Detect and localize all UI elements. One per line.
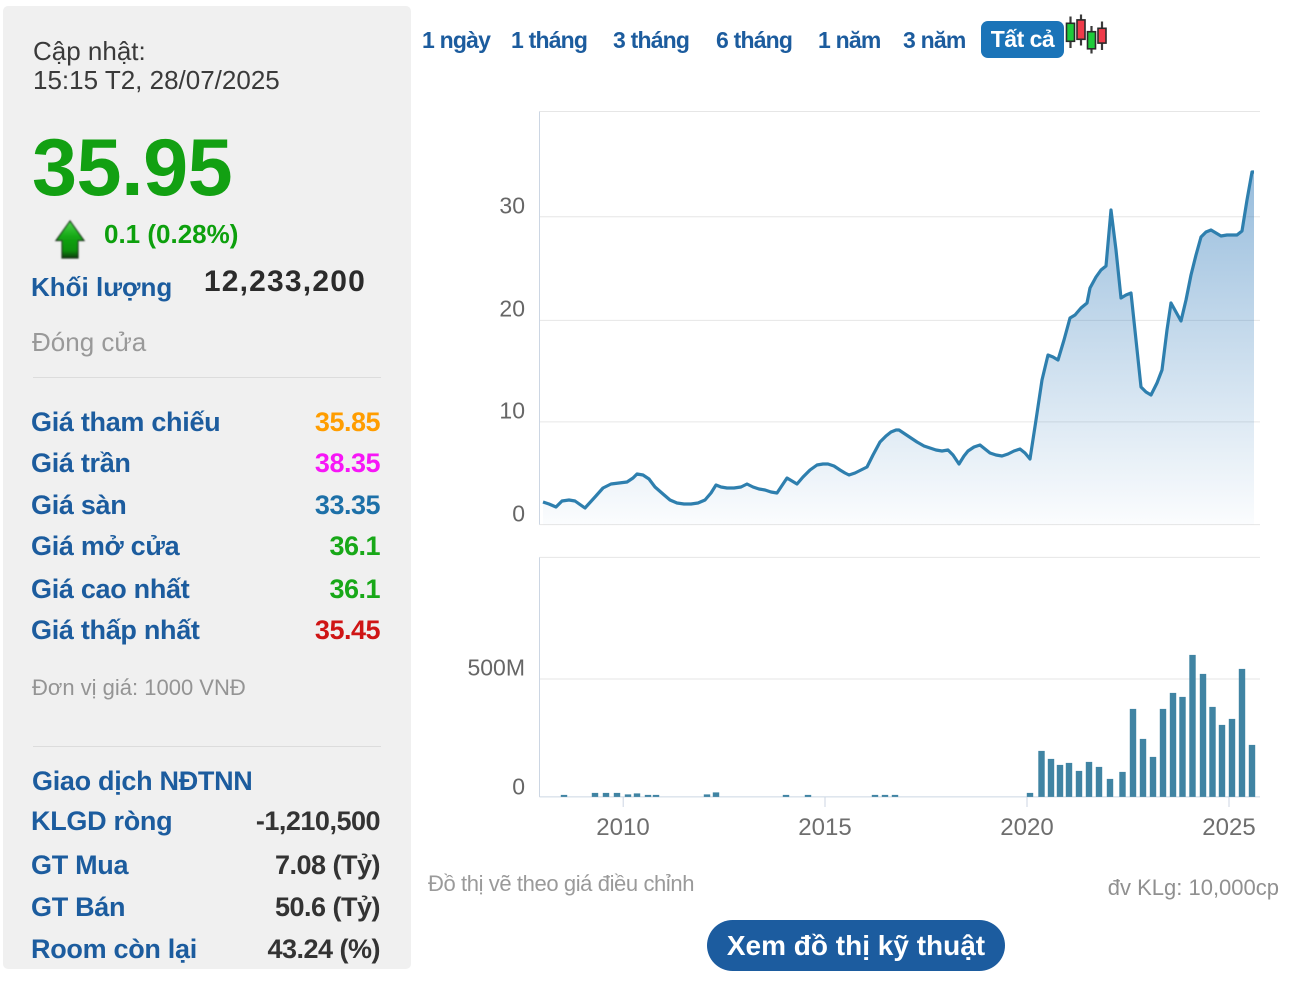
svg-text:2020: 2020	[1000, 814, 1053, 841]
svg-text:500M: 500M	[467, 655, 525, 681]
svg-text:2025: 2025	[1202, 814, 1255, 841]
svg-text:10: 10	[499, 398, 525, 424]
svg-text:2015: 2015	[798, 814, 851, 841]
svg-text:30: 30	[499, 193, 525, 219]
svg-text:0: 0	[512, 501, 525, 527]
svg-text:20: 20	[499, 296, 525, 322]
svg-text:2010: 2010	[596, 814, 649, 841]
svg-text:0: 0	[512, 774, 525, 800]
